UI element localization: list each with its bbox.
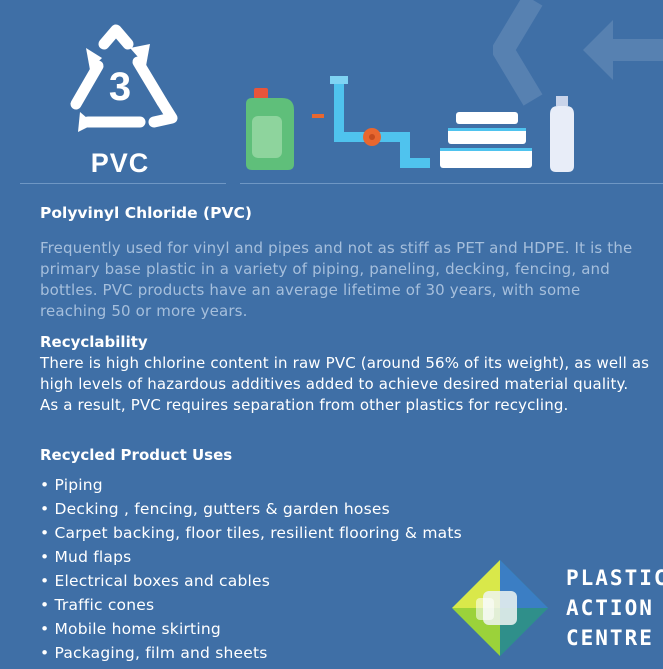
uses-list: Piping Decking , fencing, gutters & gard… [40,473,462,665]
list-item: Decking , fencing, gutters & garden hose… [40,497,462,521]
divider-right [240,183,663,184]
uses-heading: Recycled Product Uses [40,446,233,464]
bottle-icon [550,96,574,172]
list-item: Carpet backing, floor tiles, resilient f… [40,521,462,545]
detergent-jug-icon [246,88,294,170]
recyclability-heading: Recyclability [40,333,148,351]
resin-code-number: 3 [109,65,131,109]
list-item: Packaging, film and sheets [40,641,462,665]
list-item: Mud flaps [40,545,462,569]
list-item: Piping [40,473,462,497]
recyclability-paragraph: There is high chlorine content in raw PV… [40,354,650,414]
recycle-triangle-icon: 3 [70,24,178,132]
stacked-containers-icon [440,112,532,168]
logo-line-1: PLASTIC [566,566,663,590]
pipe-valve-icon [312,76,430,168]
list-item: Electrical boxes and cables [40,569,462,593]
divider-left [20,183,226,184]
logo-line-2: ACTION [566,596,654,620]
list-item: Mobile home skirting [40,617,462,641]
background-arrow-icon [493,0,663,106]
pvc-products-illustration [246,76,574,172]
intro-paragraph: Frequently used for vinyl and pipes and … [40,239,633,320]
logo-wordmark: PLASTIC ACTION CENTRE [566,563,663,653]
list-item: Traffic cones [40,593,462,617]
logo-line-3: CENTRE [566,626,654,650]
page-title: Polyvinyl Chloride (PVC) [40,204,252,222]
resin-code-label: PVC [90,148,150,178]
plastic-action-centre-logo-icon [452,560,548,656]
